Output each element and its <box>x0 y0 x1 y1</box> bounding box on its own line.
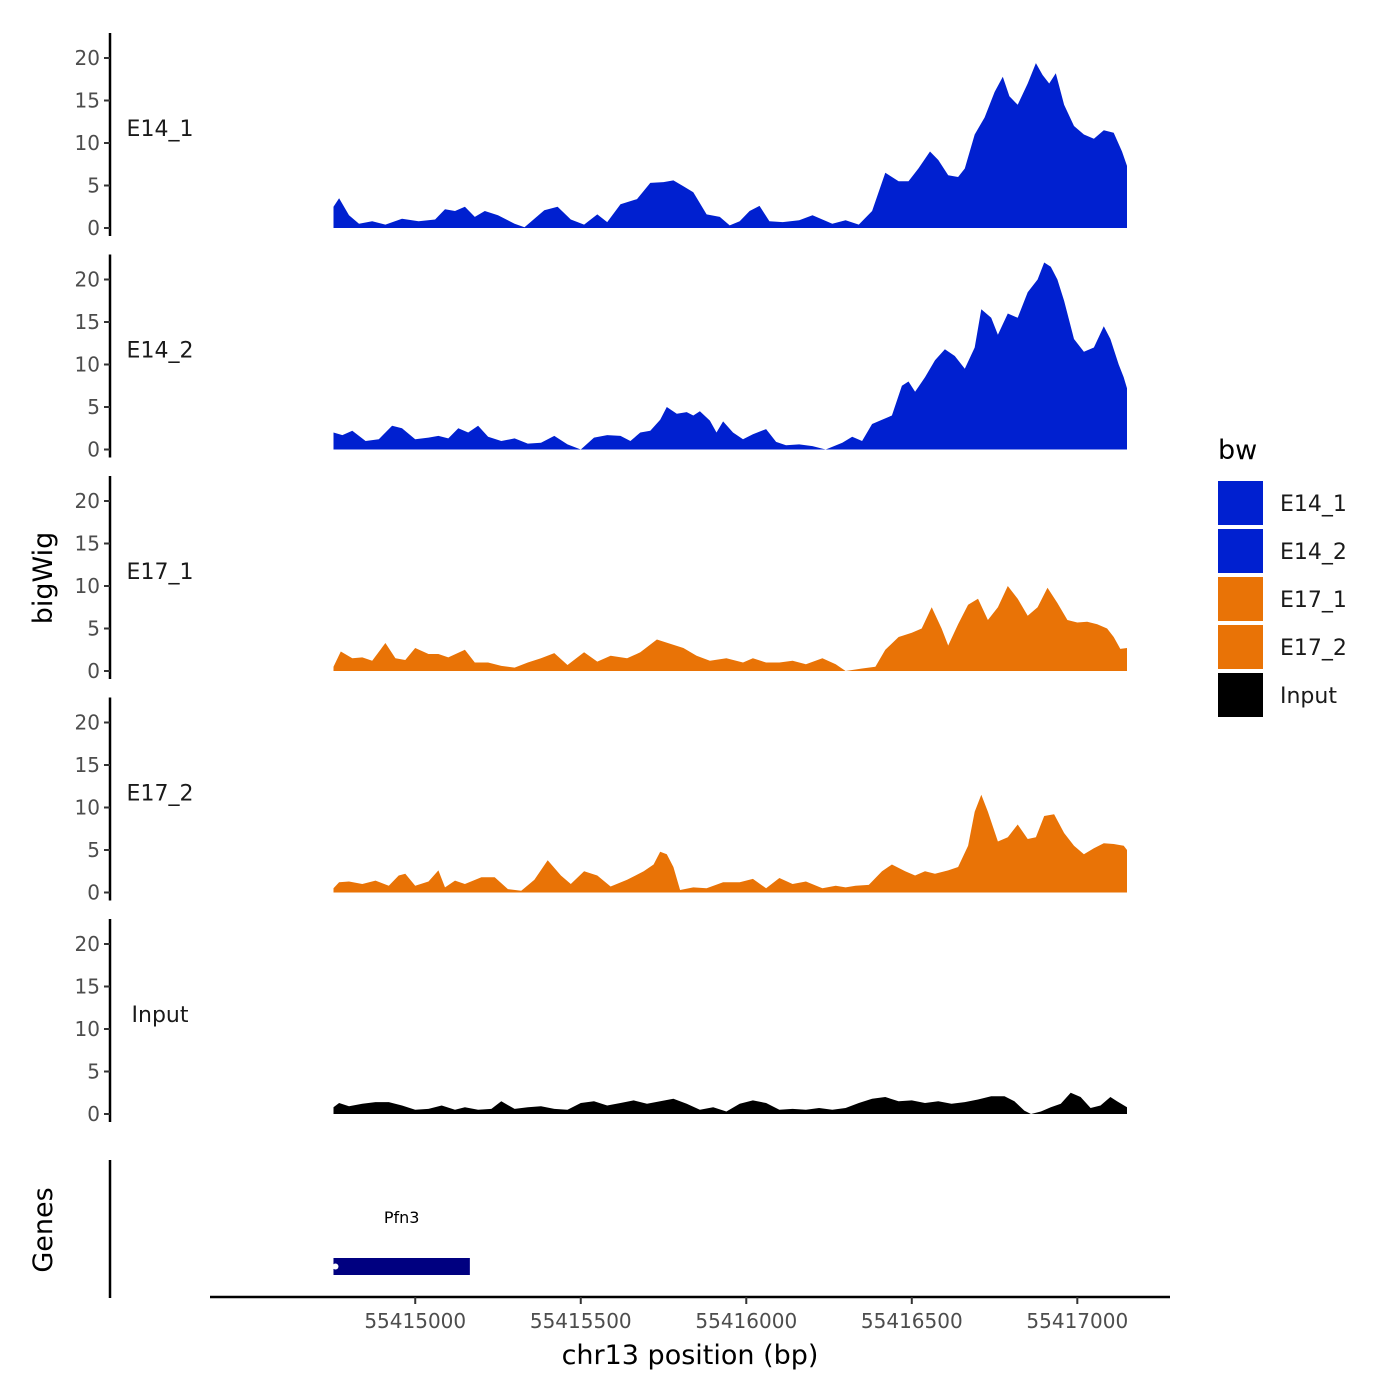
x-tick-label: 55416500 <box>861 1309 963 1333</box>
track-label: E17_2 <box>127 782 194 807</box>
legend-item-input: Input <box>1218 673 1337 717</box>
track-label: E17_1 <box>127 560 194 585</box>
track-e17_1: 0 5 10 15 20 E17_1 <box>75 476 1127 683</box>
y-tick-label: 0 <box>87 881 100 905</box>
y-tick-label: 15 <box>75 753 100 777</box>
gene-track: Pfn3 <box>108 1160 470 1298</box>
y-tick-label: 5 <box>87 1060 100 1084</box>
legend-label: Input <box>1280 684 1337 709</box>
legend-item-e14_1: E14_1 <box>1218 481 1347 525</box>
y-tick-label: 5 <box>87 838 100 862</box>
y-tick-label: 15 <box>75 310 100 334</box>
y-tick-label: 20 <box>75 932 100 956</box>
legend-item-e17_2: E17_2 <box>1218 625 1347 669</box>
track-e17_2: 0 5 10 15 20 E17_2 <box>75 697 1127 905</box>
y-tick-label: 10 <box>75 796 100 820</box>
y-tick-label: 10 <box>75 1017 100 1041</box>
legend-label: E14_1 <box>1280 492 1347 517</box>
y-tick-label: 0 <box>87 438 100 462</box>
y-tick-label: 10 <box>75 353 100 377</box>
gene-strand-marker <box>332 1263 339 1270</box>
x-tick-label: 55415000 <box>364 1309 466 1333</box>
coverage-area-e14_2 <box>333 262 1127 450</box>
x-tick-label: 55416000 <box>695 1309 797 1333</box>
y-tick-label: 20 <box>75 46 100 70</box>
y-tick-label: 20 <box>75 489 100 513</box>
y-tick-label: 20 <box>75 268 100 292</box>
y-tick-label: 0 <box>87 216 100 240</box>
track-input: 0 5 10 15 20 Input <box>75 919 1127 1126</box>
y-tick-label: 0 <box>87 1102 100 1126</box>
bigwig-tracks: 05101520E14_105101520E14_205101520E17_10… <box>75 33 1127 1126</box>
legend-label: E14_2 <box>1280 540 1347 565</box>
y-tick-label: 15 <box>75 532 100 556</box>
x-axis-title: chr13 position (bp) <box>562 1340 819 1371</box>
y-axis-title: bigWig <box>28 532 59 625</box>
x-tick-label: 55417000 <box>1026 1309 1128 1333</box>
track-label: E14_2 <box>127 339 194 364</box>
track-label: E14_1 <box>127 117 194 142</box>
legend-swatch <box>1218 529 1263 573</box>
x-tick-label: 55415500 <box>530 1309 632 1333</box>
legend-swatch <box>1218 625 1263 669</box>
x-axis: 55415000 55415500 55416000 55416500 55417000 <box>210 1295 1170 1333</box>
track-label: Input <box>132 1003 189 1028</box>
coverage-area-input <box>333 1092 1127 1114</box>
legend: bw E14_1 E14_2 E17_1 E17_2 Input <box>1218 435 1347 717</box>
y-tick-label: 20 <box>75 711 100 735</box>
legend-item-e14_2: E14_2 <box>1218 529 1347 573</box>
coverage-area-e14_1 <box>333 63 1127 228</box>
y-tick-label: 0 <box>87 659 100 683</box>
legend-title: bw <box>1218 435 1257 466</box>
gene-bar-pfn3 <box>333 1258 470 1275</box>
legend-swatch <box>1218 577 1263 621</box>
genes-axis-title: Genes <box>28 1187 59 1272</box>
y-tick-label: 15 <box>75 89 100 113</box>
legend-swatch <box>1218 673 1263 717</box>
legend-label: E17_1 <box>1280 588 1347 613</box>
gene-label: Pfn3 <box>384 1208 420 1227</box>
legend-label: E17_2 <box>1280 636 1347 661</box>
y-tick-label: 10 <box>75 574 100 598</box>
coverage-area-e17_2 <box>333 794 1127 893</box>
y-tick-label: 5 <box>87 617 100 641</box>
y-tick-label: 10 <box>75 131 100 155</box>
coverage-area-e17_1 <box>333 586 1127 671</box>
y-tick-label: 5 <box>87 174 100 198</box>
y-tick-label: 15 <box>75 975 100 999</box>
legend-item-e17_1: E17_1 <box>1218 577 1347 621</box>
track-e14_2: 0 5 10 15 20 E14_2 <box>75 254 1127 462</box>
track-e14_1: 0 5 10 15 20 E14_1 <box>75 33 1127 240</box>
legend-swatch <box>1218 481 1263 525</box>
y-tick-label: 5 <box>87 395 100 419</box>
